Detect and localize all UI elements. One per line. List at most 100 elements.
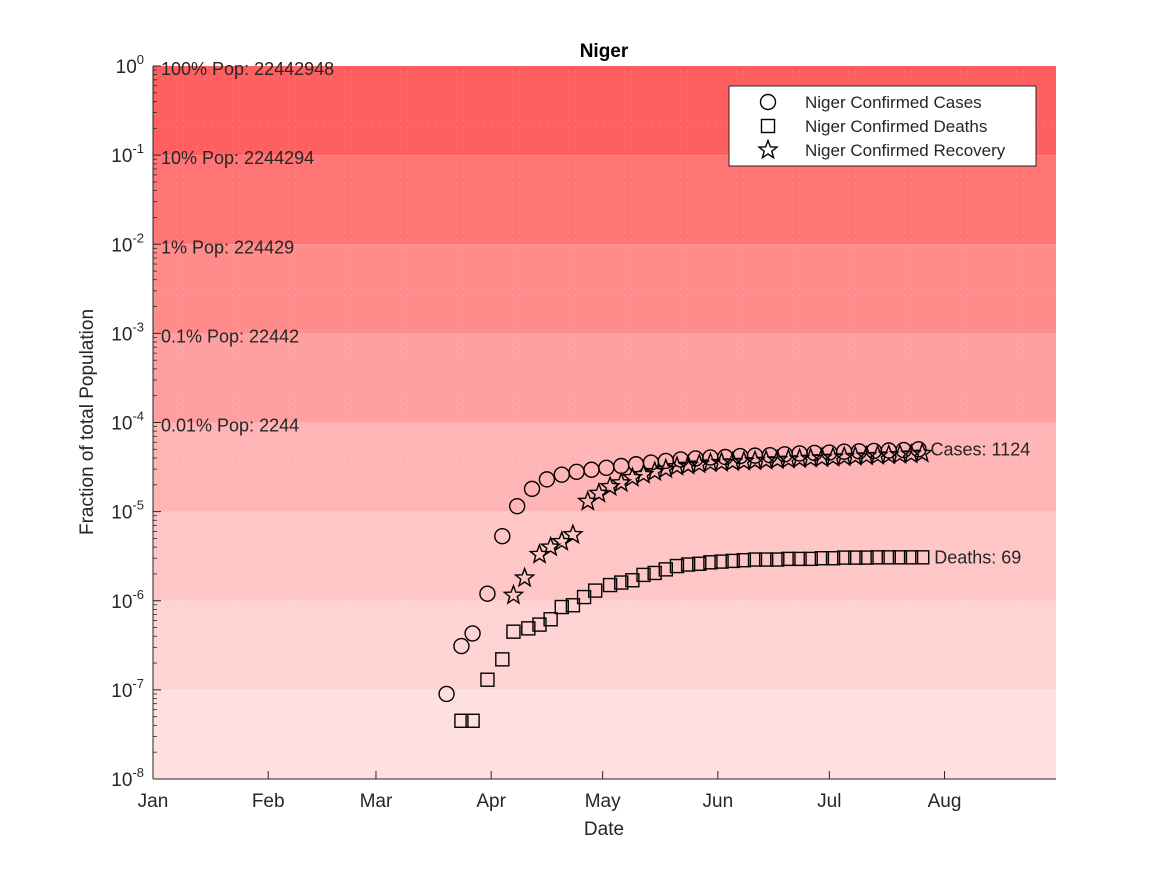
deaths-point (465, 713, 480, 728)
cases-point (464, 625, 481, 642)
deaths-point (758, 552, 774, 567)
x-tick-label: Jun (703, 791, 734, 812)
deaths-point (803, 551, 818, 567)
deaths-point (903, 550, 919, 565)
cases-point (523, 480, 541, 498)
deaths-point (747, 552, 763, 567)
deaths-point (636, 567, 651, 583)
recovery-point (502, 583, 525, 605)
deaths-point (614, 575, 629, 590)
population-band-label: 0.01% Pop: 2244 (161, 416, 299, 436)
y-tick-label: 10-4 (111, 409, 144, 435)
deaths-point (602, 577, 618, 593)
cases-point (494, 527, 511, 545)
deaths-point (770, 552, 785, 567)
deaths-point (680, 557, 696, 572)
chart-title: Niger (580, 41, 629, 62)
deaths-point (725, 553, 740, 569)
population-band-labels: 100% Pop: 22442948 10% Pop: 2244294 1% Pop… (161, 59, 334, 436)
y-tick-label: 10-7 (111, 676, 144, 702)
deaths-point (495, 652, 510, 667)
x-tick-label: May (585, 791, 621, 812)
recovery-point (677, 453, 700, 475)
deaths-point (836, 550, 852, 565)
deaths-point (669, 558, 685, 574)
deaths-point (565, 598, 581, 613)
deaths-point (480, 672, 495, 687)
deaths-point (870, 550, 885, 565)
deaths-point (454, 713, 469, 728)
deaths-point (588, 583, 603, 598)
recovery-point (732, 449, 755, 471)
recovery-point (513, 566, 536, 588)
x-tick-label: Mar (360, 791, 393, 812)
cases-point (453, 637, 470, 655)
cases-point (438, 685, 455, 703)
deaths-point (714, 554, 729, 569)
x-axis-label: Date (584, 819, 624, 840)
deaths-point (792, 551, 807, 567)
series-end-label: Cases: 1124 (931, 439, 1031, 459)
legend-entry: Niger Confirmed Cases (805, 93, 982, 112)
deaths-point (692, 556, 707, 571)
recovery-point (562, 523, 584, 545)
y-tick-label: 10-1 (111, 141, 144, 167)
legend-entry: Niger Confirmed Deaths (805, 117, 987, 136)
deaths-point (859, 550, 874, 565)
population-band-label: 10% Pop: 2244294 (161, 148, 314, 168)
deaths-point (658, 562, 674, 577)
deaths-point (881, 550, 896, 565)
y-tick-label: 10-2 (111, 230, 144, 256)
deaths-point (848, 550, 863, 565)
y-tick-label: 10-8 (111, 765, 144, 791)
recovery-point (643, 460, 666, 482)
deaths-point (543, 612, 558, 627)
deaths-point (825, 551, 841, 566)
data-markers (438, 441, 934, 728)
recovery-point (632, 463, 655, 484)
recovery-point (688, 452, 711, 474)
x-tick-label: Apr (476, 791, 506, 812)
deaths-point (703, 555, 718, 570)
deaths-point (814, 551, 830, 566)
deaths-point (892, 550, 908, 565)
recovery-point (900, 442, 922, 464)
legend-marker (757, 138, 779, 160)
deaths-point (647, 565, 662, 581)
deaths-point (915, 550, 930, 565)
deaths-point (532, 617, 547, 632)
population-band-label: 100% Pop: 22442948 (161, 59, 334, 79)
legend: Niger Confirmed Cases Niger Confirmed Dea… (728, 85, 1037, 167)
y-axis-label: Fraction of total Population (77, 309, 98, 535)
deaths-point (736, 553, 752, 568)
legend-entry: Niger Confirmed Recovery (805, 141, 1006, 160)
x-tick-label: Jan (138, 791, 169, 812)
x-tick-label: Jul (817, 791, 841, 812)
cases-point (508, 498, 526, 515)
recovery-point (911, 441, 934, 463)
y-tick-label: 10-6 (111, 587, 144, 613)
series-end-label: Deaths: 69 (934, 547, 1021, 567)
population-band-label: 0.1% Pop: 22442 (161, 326, 299, 346)
series-end-labels: Cases: 1124 Deaths: 69 (931, 439, 1031, 567)
deaths-point (625, 573, 640, 588)
cases-point (479, 585, 496, 602)
cases-point (538, 471, 556, 488)
population-band-label: 1% Pop: 224429 (161, 237, 294, 257)
x-tick-label: Feb (252, 791, 285, 812)
x-tick-label: Aug (928, 791, 962, 812)
y-tick-label: 100 (116, 52, 144, 78)
deaths-point (554, 599, 569, 615)
y-tick-label: 10-5 (111, 498, 144, 524)
recovery-point (654, 457, 677, 479)
band-texture (153, 66, 1056, 779)
recovery-point (665, 455, 688, 476)
deaths-point (506, 624, 521, 639)
legend-box (728, 85, 1037, 167)
legend-marker (759, 93, 777, 111)
deaths-point (781, 551, 796, 567)
y-tick-label: 10-3 (111, 319, 144, 345)
